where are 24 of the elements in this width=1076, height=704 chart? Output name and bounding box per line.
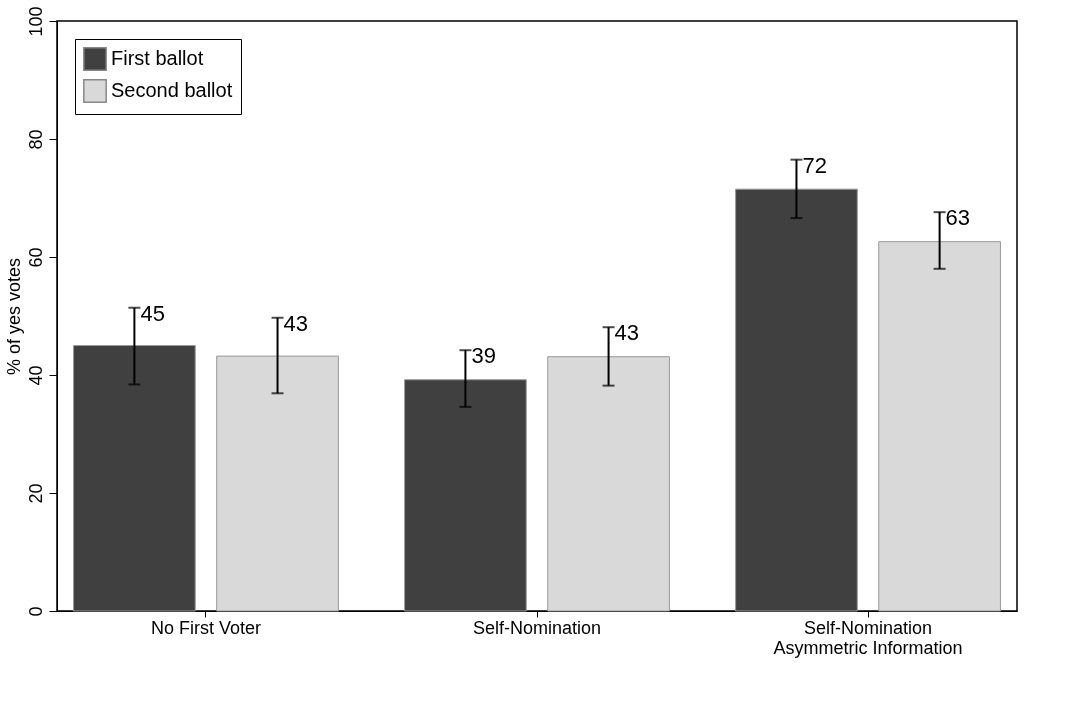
x-tick-label: Self-Nomination Asymmetric Information	[773, 617, 963, 658]
y-tick-label: 100	[25, 6, 46, 37]
x-tick-label: No First Voter	[150, 617, 261, 638]
data-label: 43	[283, 310, 309, 336]
bar	[216, 355, 339, 612]
bar	[404, 379, 527, 612]
bar	[547, 356, 670, 612]
y-tick-label: 60	[25, 247, 46, 268]
data-label: 72	[802, 152, 827, 178]
bar	[73, 345, 196, 612]
data-label: 63	[945, 205, 971, 231]
y-axis-title: % of yes votes	[3, 257, 24, 376]
bar	[735, 188, 858, 612]
data-label: 45	[140, 300, 165, 326]
bar	[878, 241, 1001, 612]
data-label: 43	[614, 320, 640, 346]
y-tick-label: 80	[25, 129, 46, 150]
legend-label: Second ballot	[111, 79, 233, 101]
y-tick-label: 20	[25, 483, 46, 504]
y-tick-label: 40	[25, 365, 46, 386]
x-tick-label: Self-Nomination	[472, 617, 602, 638]
legend-label: First ballot	[111, 47, 204, 69]
y-tick-label: 0	[25, 606, 46, 617]
data-label: 39	[471, 343, 496, 369]
